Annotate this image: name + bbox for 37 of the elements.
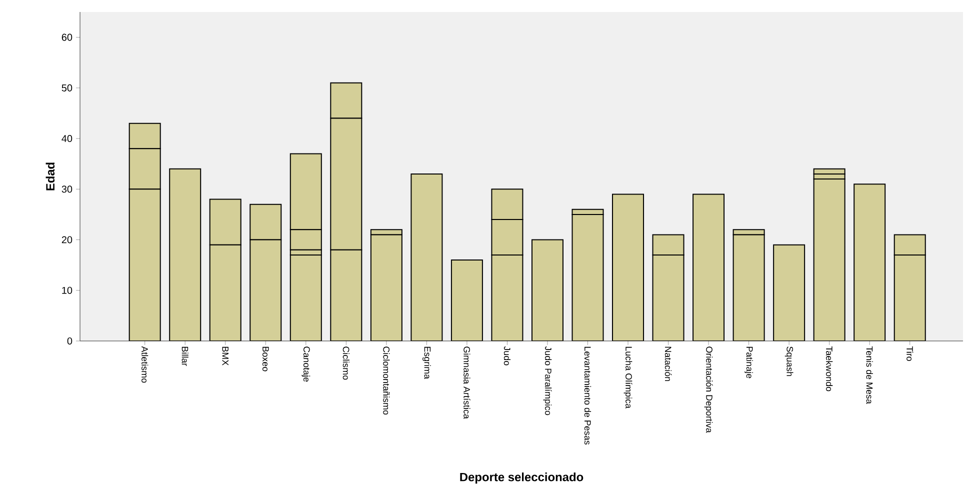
y-tick-label: 0 <box>67 337 72 345</box>
x-tick-label: Natación <box>664 346 672 381</box>
x-tick-label: Levantamiento de Pesas <box>584 346 592 445</box>
x-tick-label: Gimnasia Artística <box>464 346 470 419</box>
y-tick-label: 40 <box>62 135 72 142</box>
bar <box>773 244 806 341</box>
x-tick-label: Tenis de Mesa <box>866 346 873 404</box>
bar <box>169 168 202 341</box>
x-axis-title: Deporte seleccionado <box>460 472 584 484</box>
y-tick-label: 20 <box>62 236 72 244</box>
x-tick-label: Squash <box>784 346 794 376</box>
x-tick-label: Ciclismo <box>342 346 350 380</box>
bar <box>410 173 443 341</box>
x-tick-label: Billar <box>182 346 188 366</box>
y-tick-label: 50 <box>62 84 72 92</box>
x-tick-label: Atletismo <box>142 346 148 383</box>
x-tick-label: Judo <box>504 346 511 366</box>
x-tick-label: Taekwondo <box>826 346 833 392</box>
x-tick-label: Boxeo <box>262 346 269 372</box>
x-tick-label: BMX <box>222 346 228 366</box>
bar <box>531 239 564 341</box>
y-tick-label: 30 <box>62 186 72 193</box>
x-tick-label: Orientación Deportiva <box>704 346 713 433</box>
bar <box>692 194 725 341</box>
bar <box>854 184 886 341</box>
x-tick-label: Judo Paralímpico <box>543 346 552 416</box>
x-tick-label: Canotaje <box>302 346 310 382</box>
bar <box>612 194 644 341</box>
y-tick-label: 60 <box>62 34 72 41</box>
x-tick-label: Tiro <box>906 346 914 361</box>
bar <box>450 260 483 341</box>
x-tick-label: Lucha Olímpica <box>624 346 632 408</box>
x-tick-label: Esgrima <box>422 346 431 380</box>
y-axis-title: Edad <box>46 162 55 190</box>
y-tick-label: 10 <box>62 286 72 294</box>
x-tick-label: Ciclomontañismo <box>383 346 390 415</box>
x-tick-label: Patinaje <box>744 346 753 378</box>
